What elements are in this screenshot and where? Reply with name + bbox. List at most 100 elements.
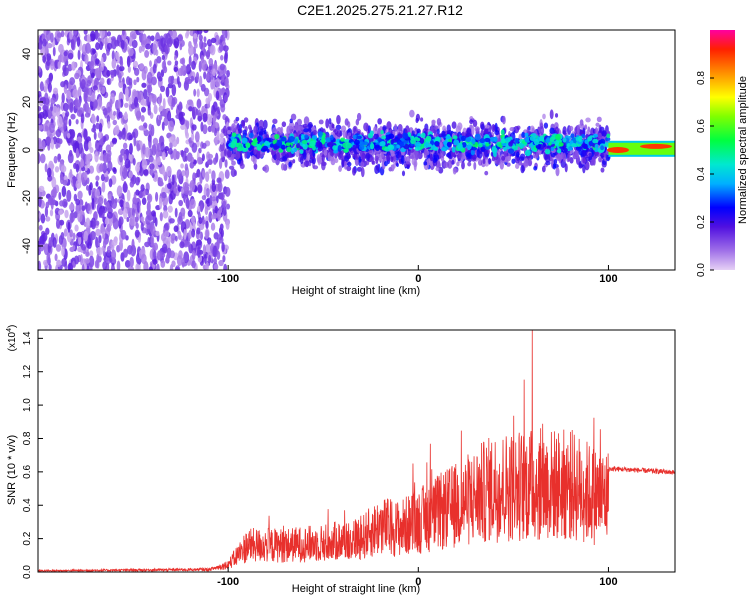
spectrogram-cell — [205, 261, 209, 270]
spectrogram-cell — [95, 228, 101, 237]
spectrogram-cell — [323, 149, 328, 156]
spectrogram-cell — [329, 134, 334, 141]
spectrogram-cell — [189, 180, 196, 192]
spectrogram-cell — [484, 128, 489, 136]
spectrogram-cell — [205, 171, 210, 183]
spectrogram-cell — [99, 41, 104, 50]
spectrogram-cell — [223, 52, 228, 64]
spectrogram-cell — [84, 164, 88, 172]
spectrogram-cell — [46, 60, 50, 66]
spectrogram-cell — [97, 196, 104, 206]
spectrogram-cell — [119, 154, 123, 163]
spectrogram-cell — [489, 136, 496, 142]
spectrogram-cell — [550, 146, 555, 152]
spectrogram-cell — [94, 188, 101, 199]
spectrogram-cell — [199, 39, 204, 50]
spectrogram-tail-peak — [606, 147, 629, 153]
spectrogram-cell — [123, 112, 129, 121]
spectrogram-cell — [84, 201, 88, 210]
y-tick-label: 20 — [21, 96, 33, 108]
spectrogram-cell — [358, 156, 362, 163]
spectrogram-cell — [414, 150, 420, 160]
spectrogram-cell — [106, 31, 112, 37]
spectrogram-cell — [509, 126, 515, 132]
spectrogram-cell — [413, 161, 417, 172]
spectrogram-cell — [414, 146, 421, 151]
spectrogram-cell — [202, 170, 206, 178]
spectrogram-cell — [488, 157, 491, 165]
spectrogram-cell — [78, 236, 82, 245]
spectrogram-cell — [83, 30, 88, 35]
spectrogram-cell — [138, 45, 143, 54]
y-tick-label: -40 — [21, 238, 33, 254]
spectrogram-cell — [201, 142, 207, 149]
spectrogram-cell — [223, 263, 228, 270]
spectrogram-cell — [600, 152, 604, 159]
spectrogram-cell — [141, 44, 145, 52]
y-tick-label: -20 — [21, 190, 33, 206]
spectrogram-cell — [67, 221, 71, 233]
spectrogram-cell — [381, 135, 387, 140]
spectrogram-cell — [373, 133, 379, 140]
spectrogram-cell — [352, 134, 358, 140]
x-tick-label: -100 — [217, 576, 239, 588]
spectrogram-cell — [38, 124, 43, 131]
spectrogram-cell — [335, 124, 342, 131]
spectrogram-cell — [191, 260, 196, 269]
spectrogram-cell — [83, 230, 88, 242]
spectrogram-cell — [312, 129, 318, 135]
spectrogram-cell — [83, 128, 88, 141]
spectrogram-cell — [165, 32, 172, 45]
spectrogram-cell — [321, 138, 326, 145]
spectrogram-cell — [77, 210, 83, 223]
spectrogram-cell — [106, 69, 111, 77]
spectrogram-cell — [59, 219, 65, 226]
spectrogram-cell — [95, 58, 100, 65]
spectrogram-cell — [244, 150, 248, 159]
spectrogram-cell — [383, 161, 388, 167]
spectrogram-cell — [44, 125, 49, 132]
spectrogram-cell — [197, 115, 203, 122]
spectrogram-cell — [534, 138, 540, 146]
spectrogram-cell — [107, 160, 113, 172]
spectrogram-cell — [285, 142, 291, 147]
spectrogram-cell — [210, 37, 217, 44]
spectrogram-cell — [606, 133, 611, 139]
spectrogram-cell — [80, 158, 84, 168]
spectrogram-cell — [52, 46, 56, 57]
spectrogram-cell — [344, 118, 349, 126]
spectrogram-cell — [89, 60, 95, 70]
spectrogram-cell — [222, 255, 226, 263]
spectrogram-cell — [129, 181, 135, 188]
spectrogram-cell — [257, 150, 261, 160]
spectrogram-cell — [308, 121, 313, 129]
spectrogram-cell — [96, 67, 102, 79]
spectrogram-cell — [61, 258, 68, 267]
spectrogram-cell — [62, 67, 69, 77]
spectrogram-cell — [132, 60, 139, 68]
spectrogram-cell — [168, 75, 173, 85]
spectrogram-cell — [144, 146, 151, 158]
spectrogram-cell — [212, 68, 216, 77]
spectrogram-cell — [124, 102, 129, 108]
spectrogram-cell — [98, 144, 103, 153]
spectrogram-cell — [70, 113, 76, 120]
spectrogram-cell — [126, 55, 131, 68]
spectrogram-cell — [195, 239, 202, 246]
spectrogram-cell — [38, 185, 45, 193]
spectrogram-cell — [198, 34, 203, 41]
spectrogram-cell — [123, 248, 128, 258]
spectrogram-cell — [465, 137, 472, 143]
spectrogram-cell — [118, 72, 122, 83]
spectrogram-cell — [208, 57, 214, 67]
spectrogram-cell — [379, 141, 386, 147]
spectrogram-cell — [40, 213, 46, 224]
spectrogram-cell — [149, 163, 155, 170]
spectrogram-cell — [352, 166, 356, 176]
spectrogram-cell — [71, 129, 75, 139]
spectrogram-cell — [178, 199, 184, 207]
spectrogram-cell — [96, 246, 103, 257]
spectrogram-cell — [219, 192, 225, 200]
spectrogram-cell — [356, 112, 362, 121]
spectrogram-cell — [98, 122, 103, 133]
